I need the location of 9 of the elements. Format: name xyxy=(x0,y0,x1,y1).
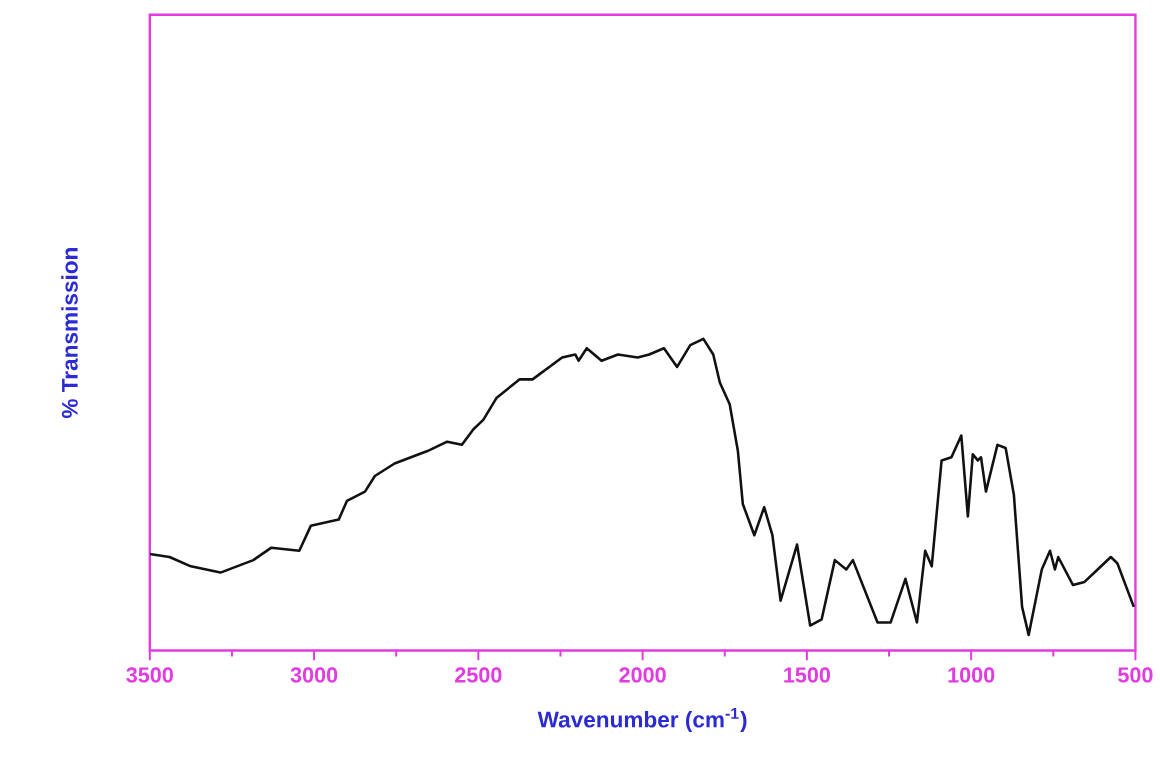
x-tick-label: 1000 xyxy=(948,667,995,683)
x-tick-label: 2000 xyxy=(619,667,666,683)
x-tick-label: 3000 xyxy=(290,667,338,683)
y-axis-title: % Transmission xyxy=(61,248,78,419)
x-tick-label: 500 xyxy=(1118,667,1153,683)
x-axis-title: Wavenumber (cm$^{-1}$) xyxy=(537,708,747,733)
x-tick-label: 2500 xyxy=(455,667,502,683)
x-tick-label: 1500 xyxy=(784,667,831,683)
x-tick-label: 3500 xyxy=(126,667,173,683)
